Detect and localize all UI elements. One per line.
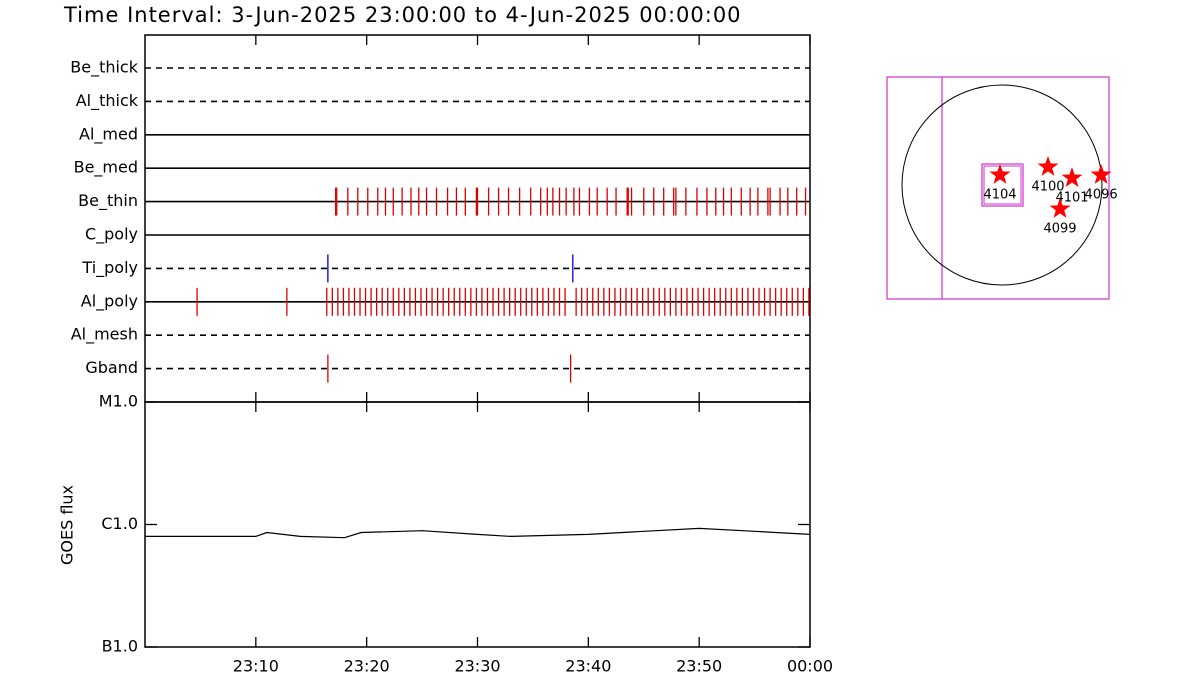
row-label: Al_med bbox=[79, 124, 138, 144]
ar-label: 4100 bbox=[1031, 180, 1064, 195]
fov-box bbox=[981, 163, 1024, 207]
row-label: Al_thick bbox=[76, 91, 139, 111]
ar-star bbox=[1037, 156, 1059, 176]
x-tick-label: 23:40 bbox=[565, 657, 611, 676]
y-axis-label: GOES flux bbox=[58, 485, 77, 565]
row-label: C_poly bbox=[85, 225, 138, 245]
ar-star bbox=[989, 164, 1011, 184]
ar-label: 4096 bbox=[1085, 188, 1118, 203]
row-label: Al_mesh bbox=[71, 325, 138, 345]
ar-label: 4101 bbox=[1055, 191, 1088, 206]
chart-title: Time Interval: 3-Jun-2025 23:00:00 to 4-… bbox=[63, 3, 742, 27]
fov-box bbox=[983, 165, 1022, 205]
y-tick-label: C1.0 bbox=[101, 514, 138, 533]
x-tick-label: 23:50 bbox=[676, 657, 722, 676]
row-label: Gband bbox=[85, 358, 138, 377]
x-tick-label: 23:10 bbox=[233, 657, 279, 676]
ar-label: 4099 bbox=[1043, 222, 1076, 237]
map-frame bbox=[886, 76, 1110, 300]
ar-star bbox=[1061, 167, 1083, 187]
row-label: Be_med bbox=[74, 158, 138, 178]
x-tick-label: 00:00 bbox=[787, 657, 833, 676]
row-label: Be_thick bbox=[70, 58, 138, 78]
goes-curve bbox=[145, 527, 811, 539]
y-tick-label: B1.0 bbox=[102, 637, 138, 656]
x-tick-label: 23:20 bbox=[344, 657, 390, 676]
row-label: Be_thin bbox=[78, 191, 138, 211]
solar-limb bbox=[901, 84, 1103, 286]
x-tick-label: 23:30 bbox=[454, 657, 500, 676]
y-tick-label: M1.0 bbox=[99, 392, 138, 411]
row-label: Al_poly bbox=[81, 291, 138, 311]
row-label: Ti_poly bbox=[81, 258, 138, 278]
ar-star bbox=[1090, 164, 1112, 184]
ar-label: 4104 bbox=[983, 188, 1016, 203]
ar-star bbox=[1049, 198, 1071, 218]
